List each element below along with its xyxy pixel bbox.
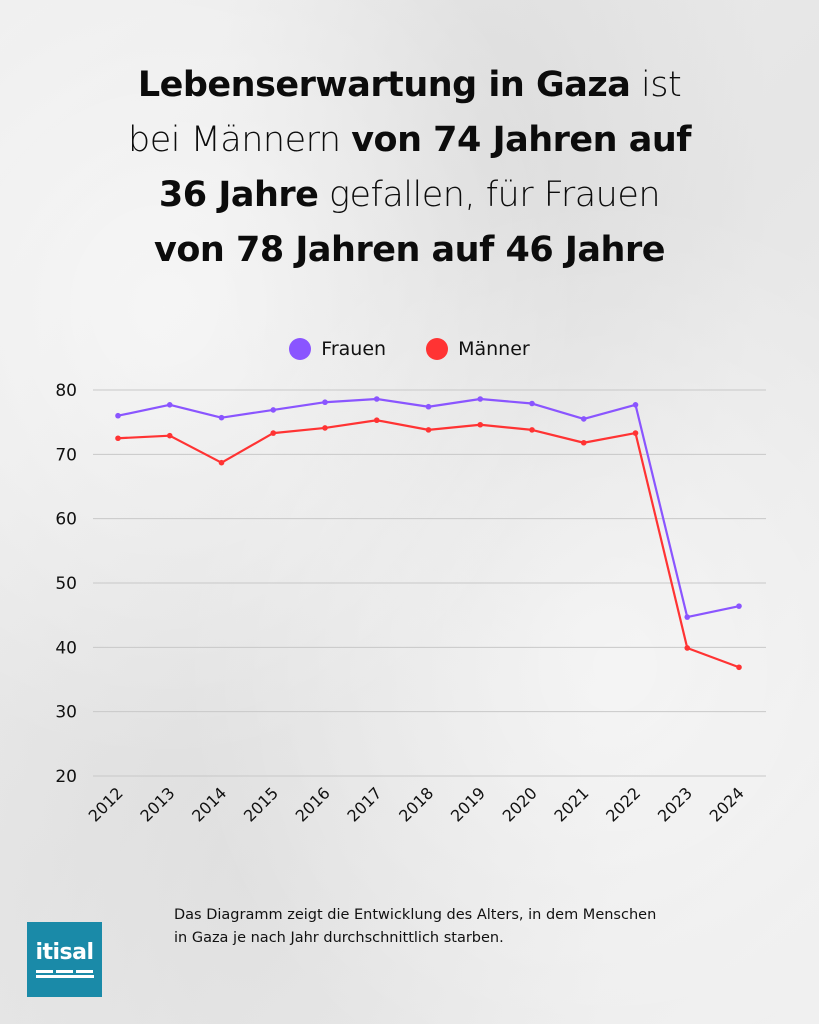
data-point-maenner-2023[interactable] [684,645,691,651]
caption-line-1: Das Diagramm zeigt die Entwicklung des A… [174,907,657,923]
data-point-frauen-2019[interactable] [477,396,484,402]
caption-line-2: in Gaza je nach Jahr durchschnittlich st… [174,930,504,946]
x-tick-label: 2019 [447,783,489,825]
data-point-maenner-2022[interactable] [632,430,639,436]
headline-bold: 36 Jahre [158,175,319,215]
data-point-frauen-2020[interactable] [529,400,535,407]
data-point-maenner-2024[interactable] [736,664,742,671]
x-tick-label: 2017 [343,783,385,825]
data-point-frauen-2012[interactable] [115,412,121,419]
y-tick-label: 50 [55,574,77,594]
logo-text: itisal [35,939,94,965]
y-tick-label: 60 [55,510,77,530]
data-point-maenner-2014[interactable] [218,459,225,466]
itisal-logo[interactable]: itisal [27,922,102,997]
legend-item-frauen[interactable]: Frauen [289,338,386,360]
y-tick-label: 70 [55,445,77,465]
y-tick-label: 20 [55,767,77,787]
data-point-maenner-2020[interactable] [529,427,535,433]
x-tick-label: 2016 [292,783,334,825]
y-tick-label: 30 [55,703,77,723]
headline-line-4: von 78 Jahren auf 46 Jahre [0,223,819,278]
x-tick-label: 2024 [706,783,748,825]
x-axis-ticks: 2012 2013 2014 2015 2016 2017 2018 2019 2020 2021… [85,783,748,825]
headline-regular: bei Männern [127,120,352,160]
data-point-frauen-2014[interactable] [218,414,225,421]
data-point-frauen-2023[interactable] [684,614,691,620]
headline-line-2: bei Männern von 74 Jahren auf [0,113,819,168]
data-point-frauen-2013[interactable] [166,401,173,408]
x-tick-label: 2022 [602,783,644,825]
x-tick-label: 2023 [654,783,696,825]
data-point-maenner-2018[interactable] [425,427,432,433]
headline: Lebenserwartung in Gaza ist bei Männern … [0,58,819,278]
series-frauen [115,396,742,620]
x-tick-label: 2013 [136,783,178,825]
x-tick-label: 2021 [550,783,592,825]
headline-regular: ist [630,65,682,105]
series-maenner [115,417,742,671]
y-tick-label: 80 [55,381,77,401]
data-point-maenner-2019[interactable] [477,421,484,428]
x-tick-label: 2012 [85,783,127,825]
data-point-maenner-2017[interactable] [373,417,380,424]
data-point-frauen-2022[interactable] [632,401,639,408]
headline-line-1: Lebenserwartung in Gaza ist [0,58,819,113]
headline-regular: gefallen, für Frauen [318,175,661,215]
headline-bold: Lebenserwartung in Gaza [137,65,631,105]
data-point-maenner-2016[interactable] [322,425,328,431]
data-point-maenner-2013[interactable] [166,432,173,439]
data-point-frauen-2024[interactable] [736,603,742,609]
x-tick-label: 2015 [240,783,282,825]
x-tick-label: 2018 [395,783,437,825]
x-tick-label: 2020 [499,783,541,825]
chart-caption: Das Diagramm zeigt die Entwicklung des A… [174,904,774,950]
logo-bars-icon [35,968,94,978]
data-point-frauen-2015[interactable] [270,407,277,413]
data-point-frauen-2021[interactable] [580,416,587,422]
y-tick-label: 40 [55,638,77,658]
headline-bold: von 74 Jahren auf [351,120,691,160]
data-point-frauen-2017[interactable] [373,396,380,402]
chart-legend: Frauen Männer [0,338,819,360]
legend-dot-maenner [426,338,449,360]
legend-label-maenner: Männer [458,338,530,360]
series-layer [115,396,742,671]
x-tick-label: 2014 [188,783,230,825]
data-point-maenner-2021[interactable] [580,439,587,446]
headline-line-3: 36 Jahre gefallen, für Frauen [0,168,819,223]
legend-label-frauen: Frauen [321,338,387,360]
data-point-maenner-2015[interactable] [270,430,277,436]
y-axis-ticks: 20 30 40 50 60 70 80 [55,381,77,787]
series-line-maenner [117,419,740,669]
legend-item-maenner[interactable]: Männer [426,338,530,360]
data-point-frauen-2016[interactable] [322,399,328,406]
data-point-frauen-2018[interactable] [425,403,432,410]
data-point-maenner-2012[interactable] [115,435,121,442]
headline-bold: von 78 Jahren auf 46 Jahre [154,230,665,270]
legend-dot-frauen [289,338,312,360]
